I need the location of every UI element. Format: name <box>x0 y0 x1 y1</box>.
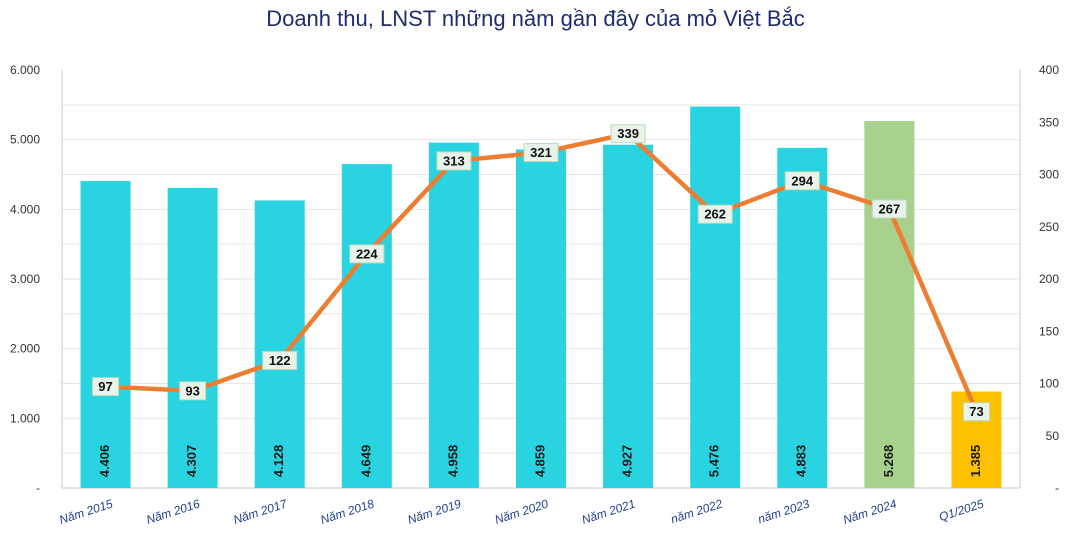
y-left-tick-label: 2.000 <box>10 342 40 356</box>
y-right-tick-label: 250 <box>1039 220 1059 234</box>
line-point-label: 73 <box>969 404 983 419</box>
x-tick-label: Năm 2020 <box>493 496 550 527</box>
y-left-tick-label: - <box>36 481 40 495</box>
x-tick-label: năm 2022 <box>669 496 724 526</box>
line-point-label: 294 <box>791 173 813 188</box>
line-label-box <box>436 151 472 171</box>
bar <box>603 144 654 489</box>
bar-value-label: 4.859 <box>532 445 547 478</box>
bar-value-label: 4.927 <box>620 445 635 478</box>
line-point-label: 313 <box>443 153 465 168</box>
x-tick-label: Năm 2021 <box>580 497 637 527</box>
line-label-box <box>92 377 120 397</box>
bar-value-label: 4.649 <box>358 445 373 478</box>
bar-value-label: 4.128 <box>271 445 286 478</box>
line-label-box <box>610 124 646 144</box>
y-left-tick-label: 3.000 <box>10 272 40 286</box>
bar-value-label: 4.406 <box>97 445 112 478</box>
line-point-label: 93 <box>185 383 199 398</box>
bar <box>254 200 305 488</box>
x-tick-label: Năm 2024 <box>841 496 898 527</box>
line-label-box <box>179 381 207 401</box>
bar <box>777 147 828 488</box>
x-tick-label: Q1/2025 <box>937 496 985 524</box>
y-left-tick-label: 5.000 <box>10 133 40 147</box>
y-right-tick-label: 350 <box>1039 115 1059 129</box>
bar <box>80 181 131 489</box>
line-label-box <box>349 244 385 264</box>
bar-value-label: 4.958 <box>445 445 460 478</box>
line-point-label: 339 <box>617 126 639 141</box>
bar-value-label: 1.385 <box>968 445 983 478</box>
y-left-tick-label: 6.000 <box>10 63 40 77</box>
y-right-tick-label: 200 <box>1039 272 1059 286</box>
bar <box>428 142 479 489</box>
y-right-tick-label: 400 <box>1039 63 1059 77</box>
x-tick-label: Năm 2018 <box>319 496 376 527</box>
line-point-label: 262 <box>704 207 726 222</box>
x-tick-label: Năm 2017 <box>232 496 290 527</box>
line-label-box <box>871 199 907 219</box>
y-right-tick-label: 300 <box>1039 168 1059 182</box>
bar <box>167 187 218 488</box>
bar <box>690 106 741 488</box>
line-point-label: 267 <box>879 201 901 216</box>
bar <box>516 149 566 488</box>
y-left-tick-label: 1.000 <box>10 411 40 425</box>
y-right-tick-label: - <box>1055 481 1059 495</box>
y-right-tick-label: 150 <box>1039 324 1059 338</box>
line-point-label: 122 <box>269 353 291 368</box>
line-point-label: 97 <box>98 379 112 394</box>
line-label-box <box>262 351 298 371</box>
y-right-tick-label: 100 <box>1039 377 1059 391</box>
x-tick-label: Năm 2019 <box>406 496 463 527</box>
x-tick-label: Năm 2015 <box>57 496 114 527</box>
bar-value-label: 4.883 <box>794 445 809 478</box>
chart-title: Doanh thu, LNST những năm gần đây của mỏ… <box>266 6 805 31</box>
y-left-tick-label: 4.000 <box>10 202 40 216</box>
line-label-box <box>523 143 559 163</box>
y-right-tick-label: 50 <box>1046 429 1060 443</box>
line-point-label: 321 <box>530 145 552 160</box>
bar-value-label: 4.307 <box>184 445 199 478</box>
bar-value-label: 5.476 <box>707 445 722 478</box>
bar <box>341 164 392 488</box>
line-label-box <box>784 171 820 191</box>
line-label-box <box>697 204 733 224</box>
line-label-box <box>962 402 990 422</box>
line-point-label: 224 <box>356 246 378 261</box>
bar-value-label: 5.268 <box>881 445 896 478</box>
bar <box>864 120 915 488</box>
x-tick-label: Năm 2016 <box>145 496 202 527</box>
x-tick-label: năm 2023 <box>756 496 811 526</box>
